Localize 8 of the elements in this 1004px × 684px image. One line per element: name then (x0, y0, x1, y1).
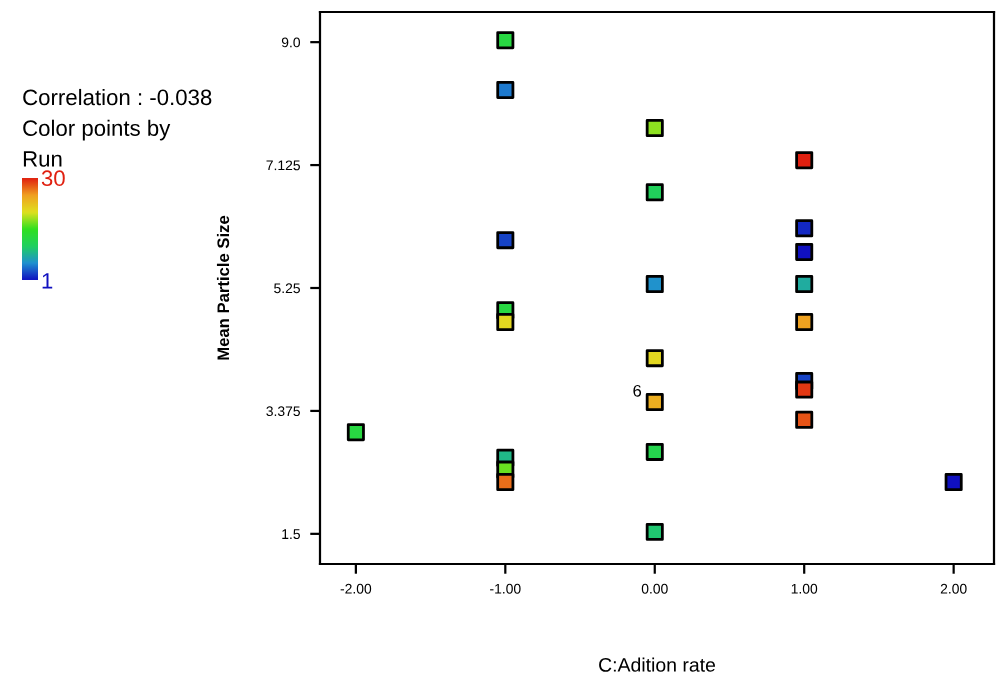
x-axis-title: C:Adition rate (599, 657, 716, 672)
color-bar-label: 30 (41, 170, 65, 187)
text: Correlation : -0.038 (23, 88, 212, 106)
annotation: 6 (633, 384, 642, 397)
text: Color points by (23, 119, 171, 141)
color-bar-title: Run (23, 151, 62, 167)
y-axis-title: Mean Particle Size (216, 215, 230, 360)
color-bar-label: 1 (42, 273, 53, 289)
